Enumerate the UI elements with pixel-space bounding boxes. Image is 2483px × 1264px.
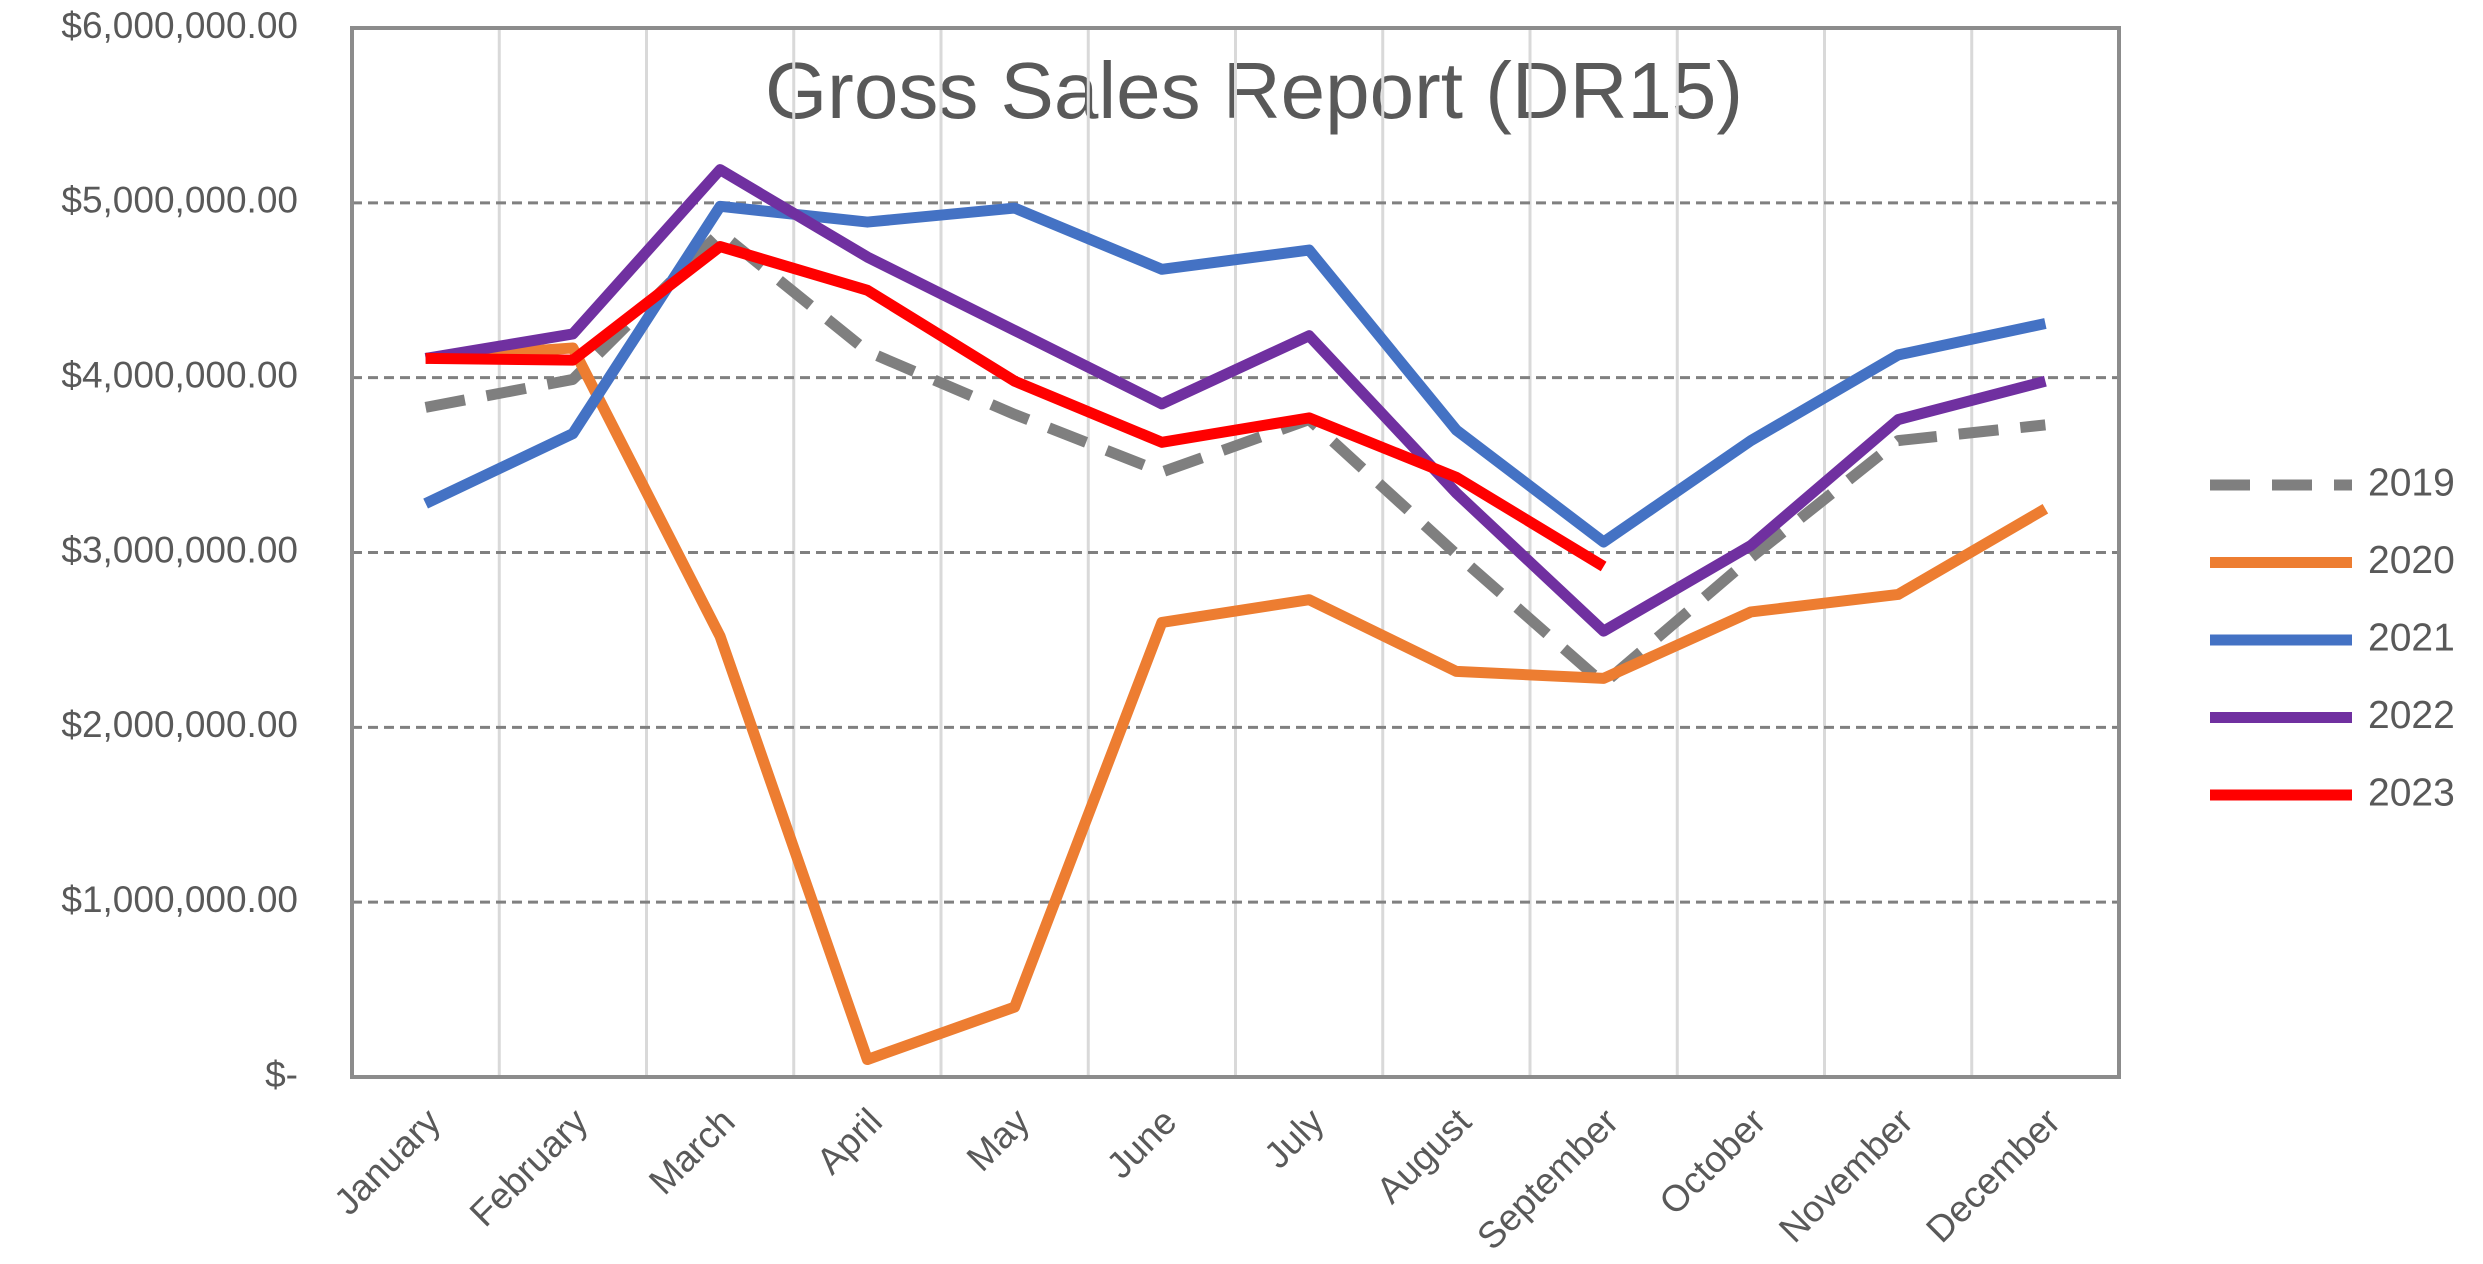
legend-label: 2022 xyxy=(2368,694,2455,737)
legend-label: 2020 xyxy=(2368,539,2455,582)
y-tick-label: $4,000,000.00 xyxy=(61,354,298,395)
series-line xyxy=(423,200,2047,548)
chart-title: Gross Sales Report (DR15) xyxy=(765,46,1743,135)
legend-label: 2019 xyxy=(2368,461,2455,504)
series-line xyxy=(425,342,2049,1066)
y-tick-label: $- xyxy=(265,1054,298,1095)
y-tick-label: $5,000,000.00 xyxy=(61,180,298,221)
plot-border xyxy=(350,26,2121,1079)
y-tick-label: $3,000,000.00 xyxy=(61,529,298,570)
legend-label: 2021 xyxy=(2368,616,2455,659)
series-line xyxy=(424,164,2047,637)
y-tick-label: $6,000,000.00 xyxy=(61,5,298,46)
y-tick-label: $2,000,000.00 xyxy=(61,704,298,745)
series-line xyxy=(425,241,1607,572)
series-line xyxy=(424,227,2046,690)
y-tick-label: $1,000,000.00 xyxy=(61,879,298,920)
legend-label: 2023 xyxy=(2368,771,2455,814)
